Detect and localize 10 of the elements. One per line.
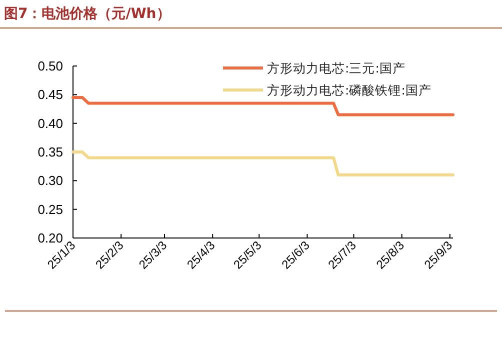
y-tick-label: 0.45: [38, 87, 63, 102]
y-tick-label: 0.20: [38, 230, 63, 246]
y-tick-label: 0.35: [38, 144, 63, 160]
y-tick-label: 0.25: [38, 202, 63, 217]
y-tick-label: 0.40: [38, 116, 63, 131]
legend-label: 方形动力电芯:三元:国产: [267, 60, 406, 76]
legend-label: 方形动力电芯:磷酸铁锂:国产: [267, 82, 432, 98]
chart-title: 图7：电池价格（元/Wh）: [4, 6, 170, 22]
y-tick-label: 0.50: [38, 58, 63, 74]
y-tick-label: 0.30: [38, 173, 63, 188]
